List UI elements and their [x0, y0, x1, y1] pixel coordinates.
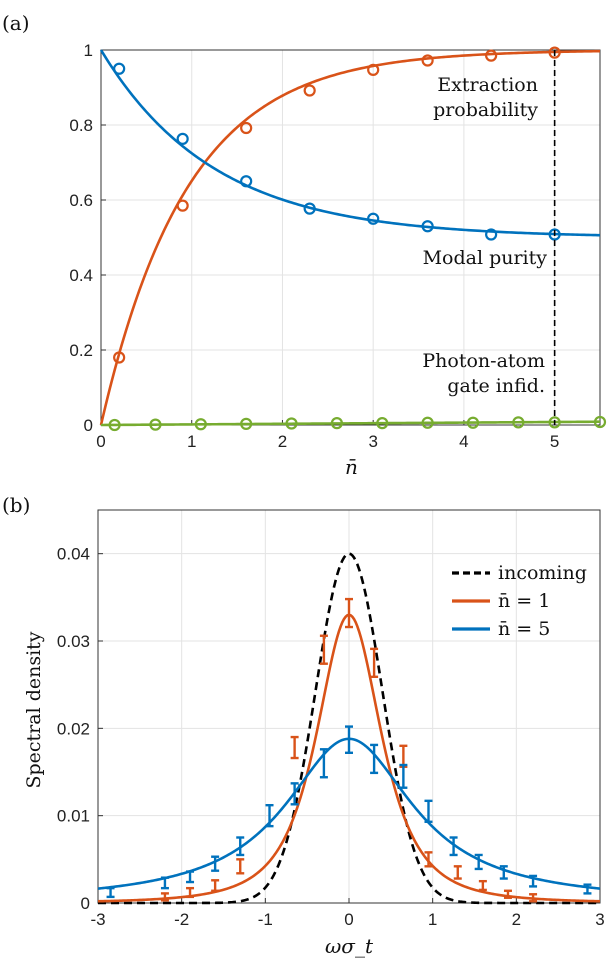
series-marker: [548, 228, 561, 241]
panel-b-label: (b): [2, 493, 30, 517]
x-tick-label: 2: [512, 910, 521, 929]
series-marker: [485, 49, 498, 62]
x-tick-label: 2: [278, 432, 287, 451]
legend-label: n̄ = 5: [498, 618, 550, 640]
series-marker: [113, 351, 126, 364]
x-tick-label: 1: [187, 432, 196, 451]
x-tick-label: 5: [550, 432, 559, 451]
y-tick-label: 0.02: [57, 719, 90, 738]
panel-a-series: [99, 46, 607, 432]
annotation-modal-purity: Modal purity: [423, 247, 548, 269]
series-marker: [113, 62, 126, 75]
x-tick-label: 4: [459, 432, 468, 451]
y-tick-label: 0.6: [69, 191, 93, 210]
y-tick-label: 0.01: [57, 807, 90, 826]
x-tick-label: -1: [258, 910, 273, 929]
series-curve: [100, 420, 601, 427]
series-curve: [99, 49, 601, 426]
y-tick-label: 0.2: [69, 341, 93, 360]
panel-b-ylabel: Spectral density: [23, 631, 45, 788]
panel-b-x-ticks: -3 -2 -1 0 1 2 3: [90, 898, 605, 929]
series-marker: [512, 416, 525, 429]
x-tick-label: 3: [368, 432, 377, 451]
y-tick-label: 0.04: [57, 545, 90, 564]
series-marker: [194, 418, 207, 431]
series-marker: [330, 417, 343, 430]
series-marker: [285, 417, 298, 430]
panel-a-axes: [100, 49, 601, 426]
series-marker: [421, 220, 434, 233]
legend-label: incoming: [498, 562, 587, 584]
y-tick-label: 0.03: [57, 632, 90, 651]
panel-b-series: [97, 552, 601, 905]
series-marker: [367, 63, 380, 76]
panel-a-label: (a): [2, 11, 30, 35]
x-tick-label: 1: [428, 910, 437, 929]
annotation-extraction-line2: probability: [433, 99, 538, 121]
series-marker: [303, 202, 316, 215]
series-marker: [367, 212, 380, 225]
y-tick-label: 0.4: [69, 266, 93, 285]
y-tick-label: 1: [84, 41, 93, 60]
series-curve: [99, 49, 601, 237]
series-marker: [240, 417, 253, 430]
x-tick-label: 0: [344, 910, 353, 929]
series-marker: [421, 54, 434, 67]
series-marker: [485, 228, 498, 241]
series-marker: [108, 418, 121, 432]
series-curve: [98, 552, 600, 905]
series-marker: [466, 416, 480, 429]
panel-a-xlabel: n̄: [345, 455, 358, 479]
panel-b-legend: incoming n̄ = 1 n̄ = 5: [452, 562, 587, 640]
series-marker: [593, 415, 607, 429]
series-marker: [176, 132, 189, 145]
series-marker: [240, 121, 253, 135]
series-marker: [176, 199, 189, 212]
series-marker: [421, 416, 434, 429]
series-marker: [376, 417, 389, 430]
legend-label: n̄ = 1: [498, 590, 550, 612]
panel-b-y-ticks: 0 0.01 0.02 0.03 0.04: [57, 545, 103, 913]
annotation-infid-line1: Photon-atom: [422, 350, 545, 372]
y-tick-label: 0.8: [69, 116, 93, 135]
x-tick-label: 0: [96, 432, 105, 451]
series-marker: [149, 418, 162, 431]
x-tick-label: -3: [90, 910, 105, 929]
y-tick-label: 0: [81, 894, 90, 913]
series-marker: [548, 416, 561, 429]
series-marker: [240, 175, 253, 188]
annotation-infid-line2: gate infid.: [447, 375, 545, 397]
panel-a-y-ticks: 0 0.2 0.4 0.6 0.8 1: [69, 41, 106, 435]
annotation-extraction-line1: Extraction: [437, 74, 538, 96]
series-marker: [303, 84, 316, 97]
x-tick-label: -2: [174, 910, 189, 929]
panel-b-xlabel: ωσ_t: [325, 934, 374, 958]
y-tick-label: 0: [84, 416, 93, 435]
x-tick-label: 3: [595, 910, 604, 929]
panel-a-grid: [101, 50, 600, 425]
series-marker: [548, 46, 561, 59]
